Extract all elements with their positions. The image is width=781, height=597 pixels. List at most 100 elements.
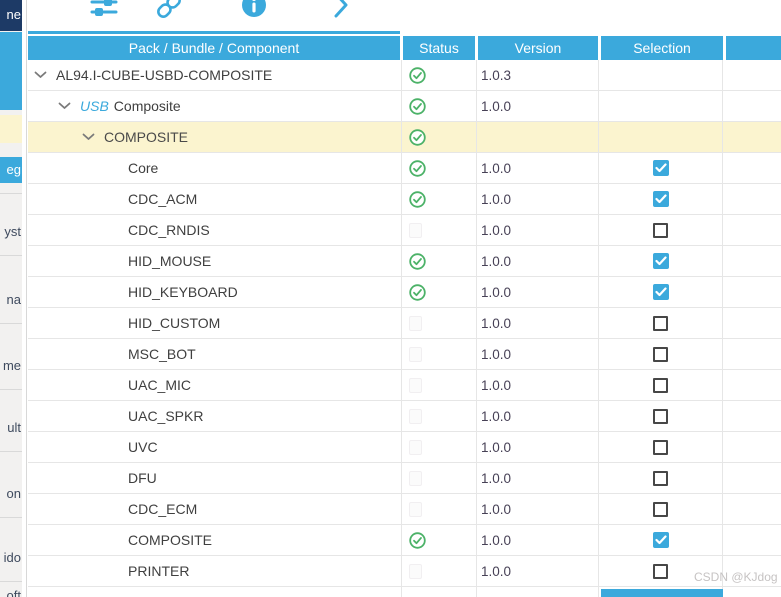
table-row[interactable]: Core 1.0.0 [28, 153, 781, 184]
version-value: 1.0.0 [477, 401, 599, 431]
empty-cell [723, 91, 781, 121]
selection-checkbox-unchecked[interactable] [653, 563, 668, 579]
component-label: COMPOSITE [128, 532, 213, 548]
table-row[interactable]: HID_CUSTOM 1.0.0 [28, 308, 781, 339]
background-menu-item-fragment[interactable]: on [6, 486, 21, 501]
table-row[interactable]: UAC_MIC 1.0.0 [28, 370, 781, 401]
table-row[interactable]: CDC_ACM 1.0.0 [28, 184, 781, 215]
component-label: CDC_ECM [128, 501, 198, 517]
component-label: COMPOSITE [104, 129, 189, 145]
tree-expander-chevron-down-icon[interactable] [58, 102, 71, 110]
component-label: MSC_BOT [128, 346, 196, 362]
toolbar [28, 0, 781, 31]
table-header-row: Pack / Bundle / Component Status Version Se… [28, 36, 781, 60]
empty-cell [723, 587, 781, 597]
empty-cell [723, 122, 781, 152]
background-row-separator [0, 193, 22, 194]
empty-cell [723, 60, 781, 90]
status-empty-placeholder [409, 377, 422, 393]
background-row-separator [0, 581, 22, 582]
status-ok-check-icon [409, 97, 426, 115]
empty-cell [723, 215, 781, 245]
filter-sliders-icon[interactable] [89, 0, 119, 21]
link-icon[interactable] [154, 0, 184, 21]
background-row-separator [0, 451, 22, 452]
status-empty-placeholder [409, 470, 422, 486]
selection-checkbox-unchecked[interactable] [653, 408, 668, 424]
table-row[interactable]: CDC_ECM 1.0.0 [28, 494, 781, 525]
version-value: 1.0.0 [477, 556, 599, 586]
table-row[interactable]: USB Composite 1.0.0 [28, 91, 781, 122]
component-label: HID_KEYBOARD [128, 284, 238, 300]
table-row[interactable]: DFU 1.0.0 [28, 463, 781, 494]
background-row-separator [0, 255, 22, 256]
component-selector-panel: Pack / Bundle / Component Status Version Se… [26, 0, 781, 597]
table-row[interactable]: UAC_SPKR 1.0.0 [28, 401, 781, 432]
status-ok-check-icon [409, 283, 426, 301]
info-icon[interactable] [239, 0, 269, 21]
selection-checkbox-unchecked[interactable] [653, 470, 668, 486]
background-menu-item-fragment[interactable]: ult [7, 420, 21, 435]
status-empty-placeholder [409, 439, 422, 455]
empty-cell [723, 370, 781, 400]
table-row[interactable]: HID_MOUSE 1.0.0 [28, 246, 781, 277]
background-window-strip: ne eg yst na me ult on ido oft [0, 0, 22, 597]
column-header-status: Status [403, 36, 475, 60]
component-label: UVC [128, 439, 158, 455]
selection-checkbox-unchecked[interactable] [653, 501, 668, 517]
selection-checkbox-checked[interactable] [652, 532, 669, 548]
version-value: 1.0.0 [477, 308, 599, 338]
selection-checkbox-unchecked[interactable] [653, 346, 668, 362]
background-highlight-row [0, 115, 22, 143]
empty-cell [402, 587, 477, 597]
background-menu-item-fragment[interactable]: eg [0, 157, 22, 183]
table-row[interactable]: UVC 1.0.0 [28, 432, 781, 463]
status-empty-placeholder [409, 501, 422, 517]
tree-expander-chevron-down-icon[interactable] [34, 71, 47, 79]
status-ok-check-icon [409, 128, 426, 146]
bottom-blue-bar[interactable] [601, 589, 723, 597]
version-value: 1.0.0 [477, 277, 599, 307]
table-row[interactable]: PRINTER 1.0.0 [28, 556, 781, 587]
version-value: 1.0.0 [477, 215, 599, 245]
empty-cell [723, 432, 781, 462]
selection-checkbox-checked[interactable] [652, 284, 669, 300]
version-value: 1.0.0 [477, 525, 599, 555]
version-value: 1.0.0 [477, 370, 599, 400]
selection-checkbox-unchecked[interactable] [653, 222, 668, 238]
status-ok-check-icon [409, 159, 426, 177]
status-ok-check-icon [409, 66, 426, 84]
selection-checkbox-unchecked[interactable] [653, 315, 668, 331]
component-label-prefix: USB [80, 98, 109, 114]
background-menu-item-fragment[interactable]: yst [4, 224, 21, 239]
version-value: 1.0.0 [477, 463, 599, 493]
empty-cell [723, 401, 781, 431]
selection-checkbox-unchecked[interactable] [653, 377, 668, 393]
tree-expander-chevron-down-icon[interactable] [82, 133, 95, 141]
background-menu-item-fragment[interactable]: me [2, 358, 21, 373]
selection-checkbox-checked[interactable] [652, 253, 669, 269]
table-row[interactable]: MSC_BOT 1.0.0 [28, 339, 781, 370]
table-row[interactable]: HID_KEYBOARD 1.0.0 [28, 277, 781, 308]
background-menu-item-fragment[interactable]: oft [6, 588, 21, 597]
component-label: PRINTER [128, 563, 190, 579]
selection-checkbox-unchecked[interactable] [653, 439, 668, 455]
version-value: 1.0.3 [477, 60, 599, 90]
empty-cell [723, 308, 781, 338]
background-menu-item-fragment[interactable]: ido [3, 550, 21, 565]
selection-checkbox-checked[interactable] [652, 191, 669, 207]
selection-checkbox-checked[interactable] [652, 160, 669, 176]
table-row[interactable]: CDC_RNDIS 1.0.0 [28, 215, 781, 246]
component-label: USB Composite [80, 98, 181, 114]
background-row-separator [0, 323, 22, 324]
empty-cell [723, 525, 781, 555]
table-row[interactable]: AL94.I-CUBE-USBD-COMPOSITE 1.0.3 [28, 60, 781, 91]
empty-cell [723, 153, 781, 183]
chevron-right-icon[interactable] [325, 0, 355, 21]
column-header-selection: Selection [601, 36, 723, 60]
empty-cell [477, 587, 599, 597]
background-menu-item-fragment[interactable]: na [6, 292, 21, 307]
table-row[interactable]: COMPOSITE [28, 122, 781, 153]
component-label: Core [128, 160, 159, 176]
table-row[interactable]: COMPOSITE 1.0.0 [28, 525, 781, 556]
